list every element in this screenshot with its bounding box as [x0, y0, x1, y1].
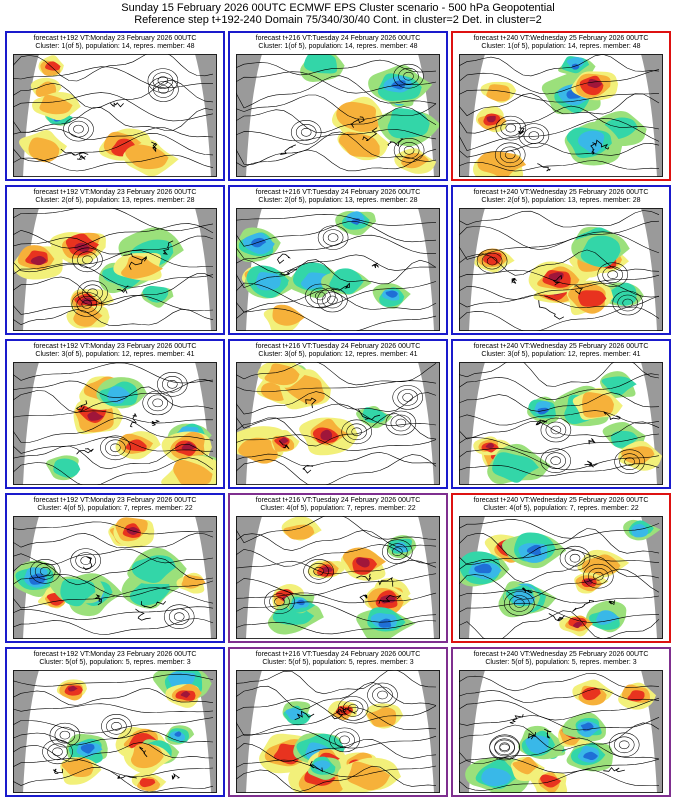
panel-forecast-caption: forecast t+216 VT:Tuesday 24 February 20…: [255, 497, 421, 504]
anomaly-map: [13, 516, 217, 639]
cluster-panel: forecast t+216 VT:Tuesday 24 February 20…: [228, 493, 448, 643]
panel-forecast-caption: forecast t+192 VT:Monday 23 February 202…: [33, 651, 197, 658]
panel-forecast-caption: forecast t+240 VT:Wednesday 25 February …: [473, 189, 649, 196]
panel-forecast-caption: forecast t+240 VT:Wednesday 25 February …: [473, 497, 649, 504]
cluster-panel: forecast t+192 VT:Monday 23 February 202…: [5, 493, 225, 643]
panel-cluster-caption: Cluster: 2(of 5), population: 13, repres…: [481, 197, 641, 204]
cluster-panel: forecast t+216 VT:Tuesday 24 February 20…: [228, 31, 448, 181]
cluster-panel: forecast t+192 VT:Monday 23 February 202…: [5, 185, 225, 335]
panel-forecast-caption: forecast t+216 VT:Tuesday 24 February 20…: [255, 343, 421, 350]
anomaly-map: [236, 670, 440, 793]
cluster-panel: forecast t+216 VT:Tuesday 24 February 20…: [228, 185, 448, 335]
cluster-panel: forecast t+216 VT:Tuesday 24 February 20…: [228, 339, 448, 489]
page-title: Sunday 15 February 2026 00UTC ECMWF EPS …: [121, 2, 555, 14]
panel-cluster-caption: Cluster: 2(of 5), population: 13, repres…: [258, 197, 418, 204]
anomaly-map: [236, 54, 440, 177]
cluster-panel: forecast t+240 VT:Wednesday 25 February …: [451, 647, 671, 797]
panel-cluster-caption: Cluster: 1(of 5), population: 14, repres…: [258, 43, 418, 50]
anomaly-map: [459, 516, 663, 639]
cluster-panel: forecast t+240 VT:Wednesday 25 February …: [451, 339, 671, 489]
panel-cluster-caption: Cluster: 1(of 5), population: 14, repres…: [35, 43, 195, 50]
cluster-panel: forecast t+192 VT:Monday 23 February 202…: [5, 31, 225, 181]
panel-cluster-caption: Cluster: 2(of 5), population: 13, repres…: [35, 197, 195, 204]
cluster-panel: forecast t+240 VT:Wednesday 25 February …: [451, 31, 671, 181]
panel-forecast-caption: forecast t+192 VT:Monday 23 February 202…: [33, 343, 197, 350]
panel-forecast-caption: forecast t+192 VT:Monday 23 February 202…: [33, 189, 197, 196]
anomaly-map: [459, 362, 663, 485]
anomaly-map: [236, 208, 440, 331]
panel-cluster-caption: Cluster: 3(of 5), population: 12, repres…: [481, 351, 641, 358]
panel-cluster-caption: Cluster: 3(of 5), population: 12, repres…: [35, 351, 195, 358]
panel-forecast-caption: forecast t+240 VT:Wednesday 25 February …: [473, 651, 649, 658]
panel-forecast-caption: forecast t+240 VT:Wednesday 25 February …: [473, 343, 649, 350]
page-subtitle: Reference step t+192-240 Domain 75/340/3…: [134, 14, 542, 26]
anomaly-map: [13, 670, 217, 793]
anomaly-map: [236, 362, 440, 485]
cluster-panel: forecast t+216 VT:Tuesday 24 February 20…: [228, 647, 448, 797]
panel-forecast-caption: forecast t+240 VT:Wednesday 25 February …: [473, 35, 649, 42]
anomaly-map: [13, 362, 217, 485]
panel-forecast-caption: forecast t+216 VT:Tuesday 24 February 20…: [255, 651, 421, 658]
anomaly-map: [459, 54, 663, 177]
cluster-panel: forecast t+240 VT:Wednesday 25 February …: [451, 493, 671, 643]
panel-cluster-caption: Cluster: 4(of 5), population: 7, repres.…: [260, 505, 416, 512]
panel-forecast-caption: forecast t+192 VT:Monday 23 February 202…: [33, 35, 197, 42]
panel-cluster-caption: Cluster: 1(of 5), population: 14, repres…: [481, 43, 641, 50]
panel-cluster-caption: Cluster: 5(of 5), population: 5, repres.…: [39, 659, 191, 666]
anomaly-map: [236, 516, 440, 639]
anomaly-map: [459, 208, 663, 331]
panel-forecast-caption: forecast t+216 VT:Tuesday 24 February 20…: [255, 189, 421, 196]
panel-cluster-caption: Cluster: 4(of 5), population: 7, repres.…: [483, 505, 639, 512]
panel-cluster-caption: Cluster: 5(of 5), population: 5, repres.…: [262, 659, 414, 666]
panel-forecast-caption: forecast t+192 VT:Monday 23 February 202…: [33, 497, 197, 504]
panel-cluster-caption: Cluster: 3(of 5), population: 12, repres…: [258, 351, 418, 358]
anomaly-map: [13, 208, 217, 331]
cluster-panel: forecast t+192 VT:Monday 23 February 202…: [5, 647, 225, 797]
panel-cluster-caption: Cluster: 4(of 5), population: 7, repres.…: [37, 505, 193, 512]
anomaly-map: [13, 54, 217, 177]
cluster-panel: forecast t+192 VT:Monday 23 February 202…: [5, 339, 225, 489]
anomaly-map: [459, 670, 663, 793]
panel-forecast-caption: forecast t+216 VT:Tuesday 24 February 20…: [255, 35, 421, 42]
cluster-panel: forecast t+240 VT:Wednesday 25 February …: [451, 185, 671, 335]
panel-cluster-caption: Cluster: 5(of 5), population: 5, repres.…: [485, 659, 637, 666]
